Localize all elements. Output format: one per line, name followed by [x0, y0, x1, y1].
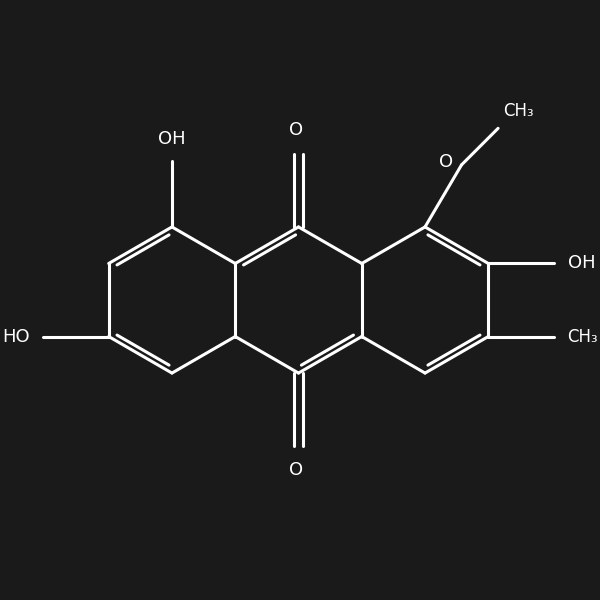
Text: CH₃: CH₃ — [568, 328, 598, 346]
Text: OH: OH — [568, 254, 595, 272]
Text: OH: OH — [158, 130, 186, 148]
Text: CH₃: CH₃ — [503, 102, 534, 120]
Text: O: O — [289, 121, 303, 139]
Text: O: O — [289, 461, 303, 479]
Text: O: O — [439, 153, 454, 171]
Text: HO: HO — [2, 328, 29, 346]
